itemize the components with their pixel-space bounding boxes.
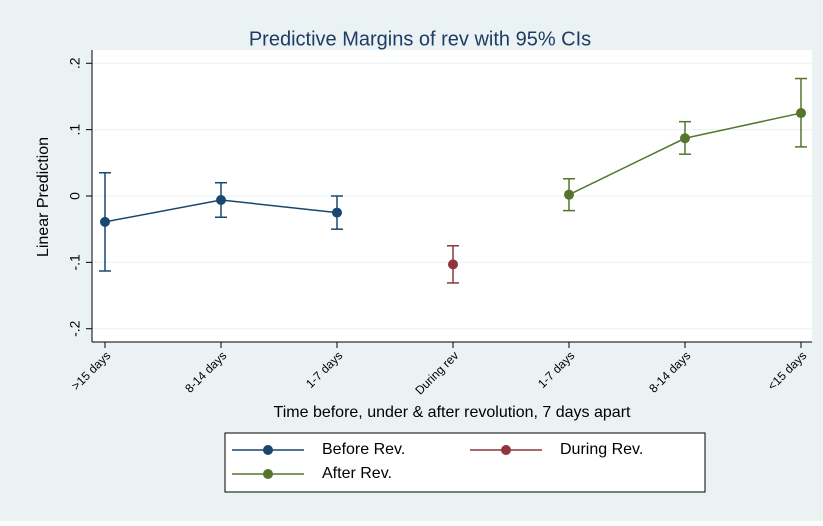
y-tick-label: -.2 xyxy=(67,320,83,337)
y-tick-label: -.1 xyxy=(67,254,83,271)
legend-label: During Rev. xyxy=(560,441,643,458)
marker xyxy=(448,259,458,270)
marker xyxy=(332,207,342,218)
marker xyxy=(216,194,226,205)
legend-marker xyxy=(263,469,273,479)
y-tick-label: .2 xyxy=(67,57,83,69)
legend-marker xyxy=(501,445,511,455)
y-axis-title: Linear Prediction xyxy=(35,137,52,257)
chart-title: Predictive Margins of rev with 95% CIs xyxy=(249,28,591,50)
y-tick-label: 0 xyxy=(67,192,83,200)
legend-label: After Rev. xyxy=(322,465,392,482)
x-axis-title: Time before, under & after revolution, 7… xyxy=(274,404,631,421)
legend-box xyxy=(224,432,706,493)
y-tick-label: .1 xyxy=(67,124,83,136)
legend-label: Before Rev. xyxy=(322,441,405,458)
marker xyxy=(100,216,110,227)
marker xyxy=(796,108,806,119)
marker xyxy=(680,133,690,144)
marker xyxy=(564,189,574,200)
legend-marker xyxy=(263,445,273,455)
